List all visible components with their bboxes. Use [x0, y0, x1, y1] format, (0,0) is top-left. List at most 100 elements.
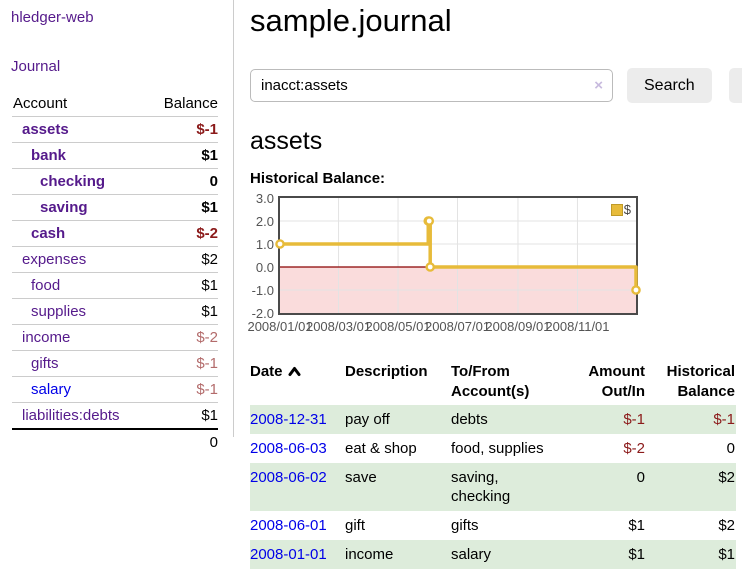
- transaction-amount: $-1: [623, 411, 645, 428]
- page-title: sample.journal: [250, 3, 452, 38]
- account-link-assets[interactable]: assets: [22, 121, 69, 138]
- transaction-date-link[interactable]: 2008-06-03: [250, 440, 327, 457]
- y-axis-tick-label: 1.0: [255, 237, 274, 252]
- transaction-balance: $1: [718, 546, 735, 563]
- account-link-liabilities-debts[interactable]: liabilities:debts: [22, 407, 120, 424]
- account-heading: assets: [250, 127, 323, 155]
- x-axis-tick-label: 2008/03/01: [305, 319, 372, 334]
- transaction-accounts: salary: [451, 546, 492, 563]
- transaction-description: pay off: [345, 411, 390, 428]
- accounts-header-balance: Balance: [115, 91, 218, 117]
- account-balance: $1: [115, 402, 218, 429]
- accounts-table: Account Balance assets $-1 bank $1 check…: [12, 91, 218, 455]
- transaction-description: gift: [345, 517, 366, 534]
- search-button[interactable]: Search: [627, 68, 712, 103]
- chart-legend: $: [610, 202, 631, 217]
- account-row-income: income $-2: [12, 324, 218, 351]
- account-link-saving[interactable]: saving: [40, 199, 88, 216]
- account-link-cash[interactable]: cash: [31, 225, 66, 242]
- account-row-supplies: supplies $1: [12, 298, 218, 325]
- sidebar-item-journal[interactable]: Journal: [11, 58, 61, 75]
- account-link-income[interactable]: income: [22, 329, 71, 346]
- x-axis-tick-label: 2008/09/01: [485, 319, 551, 334]
- legend-swatch-icon: [610, 203, 623, 216]
- x-axis-tick-label: 2008/07/01: [424, 319, 491, 334]
- transaction-date-link[interactable]: 2008-12-31: [250, 411, 327, 428]
- account-link-checking[interactable]: checking: [40, 173, 106, 190]
- account-link-food[interactable]: food: [31, 277, 61, 294]
- accounts-header-account: Account: [12, 91, 115, 117]
- transaction-balance: 0: [726, 440, 735, 457]
- transaction-accounts: food, supplies: [451, 440, 544, 457]
- chart-title: Historical Balance:: [250, 170, 386, 187]
- app-title-link[interactable]: hledger-web: [11, 9, 94, 26]
- y-axis-tick-label: 0.0: [255, 260, 274, 275]
- sort-ascending-icon: [288, 363, 301, 383]
- account-balance: $-2: [115, 220, 218, 247]
- transaction-description: income: [345, 546, 394, 563]
- account-balance: $2: [115, 246, 218, 273]
- account-row-checking: checking 0: [12, 168, 218, 195]
- accounts-total-row: 0: [12, 428, 218, 455]
- account-balance: 0: [115, 168, 218, 195]
- account-row-saving: saving $1: [12, 194, 218, 221]
- y-axis-tick-label: -1.0: [251, 283, 274, 298]
- accounts-total-balance: 0: [115, 428, 218, 455]
- register-header-description: Description: [345, 363, 428, 380]
- transaction-accounts: gifts: [451, 517, 479, 534]
- sidebar: hledger-web Journal Account Balance asse…: [0, 0, 234, 455]
- register-header-accounts: To/From Account(s): [451, 363, 530, 400]
- main-content: sample.journal × Search ? assets Histori…: [247, 0, 742, 569]
- y-axis-tick-label: 3.0: [255, 191, 274, 206]
- transaction-balance: $-1: [713, 411, 735, 428]
- transaction-amount: $1: [628, 517, 645, 534]
- help-button[interactable]: ?: [728, 68, 742, 103]
- transaction-description: save: [345, 469, 377, 486]
- chart-x-axis: 2008/01/01 2008/03/01 2008/05/01 2008/07/01…: [247, 319, 636, 335]
- account-balance: $-1: [115, 116, 218, 143]
- account-balance: $1: [115, 194, 218, 221]
- register-row: 2008-06-01 gift gifts $1 $2: [250, 511, 736, 540]
- x-axis-tick-label: 2008/01/01: [247, 319, 313, 334]
- account-balance: $-1: [115, 350, 218, 377]
- transaction-balance: $2: [718, 517, 735, 534]
- account-row-gifts: gifts $-1: [12, 350, 218, 377]
- transaction-date-link[interactable]: 2008-06-01: [250, 517, 327, 534]
- account-row-expenses: expenses $2: [12, 246, 218, 273]
- account-balance: $-1: [115, 376, 218, 403]
- transaction-accounts: debts: [451, 411, 488, 428]
- transaction-description: eat & shop: [345, 440, 417, 457]
- chart-y-axis: 3.0 2.0 1.0 0.0 -1.0 -2.0: [250, 192, 274, 320]
- register-header-date[interactable]: Date: [250, 360, 345, 405]
- y-axis-tick-label: 2.0: [255, 214, 274, 229]
- search-input[interactable]: [250, 69, 613, 102]
- account-row-cash: cash $-2: [12, 220, 218, 247]
- transaction-amount: $-2: [623, 440, 645, 457]
- transaction-date-link[interactable]: 2008-06-02: [250, 469, 327, 486]
- search-bar: × Search ?: [250, 68, 742, 103]
- account-link-bank[interactable]: bank: [31, 147, 67, 164]
- x-axis-tick-label: 2008/05/01: [365, 319, 431, 334]
- account-row-bank: bank $1: [12, 142, 218, 169]
- register-row: 2008-12-31 pay off debts $-1 $-1: [250, 405, 736, 434]
- account-link-supplies[interactable]: supplies: [31, 303, 87, 320]
- account-balance: $1: [115, 272, 218, 299]
- account-row-salary: salary $-1: [12, 376, 218, 403]
- account-link-salary[interactable]: salary: [31, 381, 72, 398]
- account-balance: $1: [115, 298, 218, 325]
- register-header-amount: Amount Out/In: [588, 363, 645, 400]
- account-link-expenses[interactable]: expenses: [22, 251, 87, 268]
- transaction-date-link[interactable]: 2008-01-01: [250, 546, 327, 563]
- account-link-gifts[interactable]: gifts: [31, 355, 59, 372]
- transaction-amount: $1: [628, 546, 645, 563]
- legend-label: $: [623, 202, 631, 217]
- clear-search-icon[interactable]: ×: [594, 77, 603, 94]
- account-balance: $-2: [115, 324, 218, 351]
- account-balance: $1: [115, 142, 218, 169]
- register-row: 2008-06-02 save saving, checking 0 $2: [250, 463, 736, 511]
- register-table: Date Description To/From Account(s) Amou…: [250, 360, 736, 569]
- x-axis-tick-label: 2008/11/01: [545, 319, 610, 334]
- transaction-balance: $2: [718, 469, 735, 486]
- register-row: 2008-01-01 income salary $1 $1: [250, 540, 736, 569]
- account-row-food: food $1: [12, 272, 218, 299]
